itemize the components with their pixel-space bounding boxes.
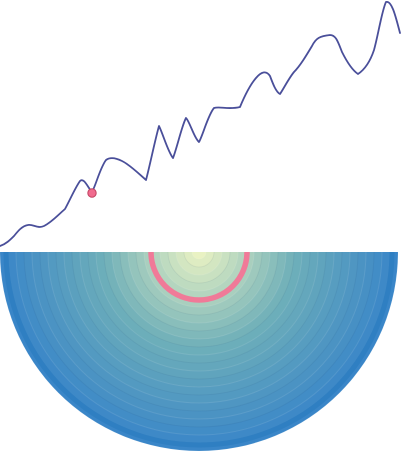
planet-rim [3,252,395,448]
planet-ring [183,252,215,268]
terrain-line [0,1,401,247]
player-ball-icon [87,188,97,198]
planet-ring [191,252,207,260]
planet-rings [0,252,399,452]
portal-ring [148,252,250,303]
